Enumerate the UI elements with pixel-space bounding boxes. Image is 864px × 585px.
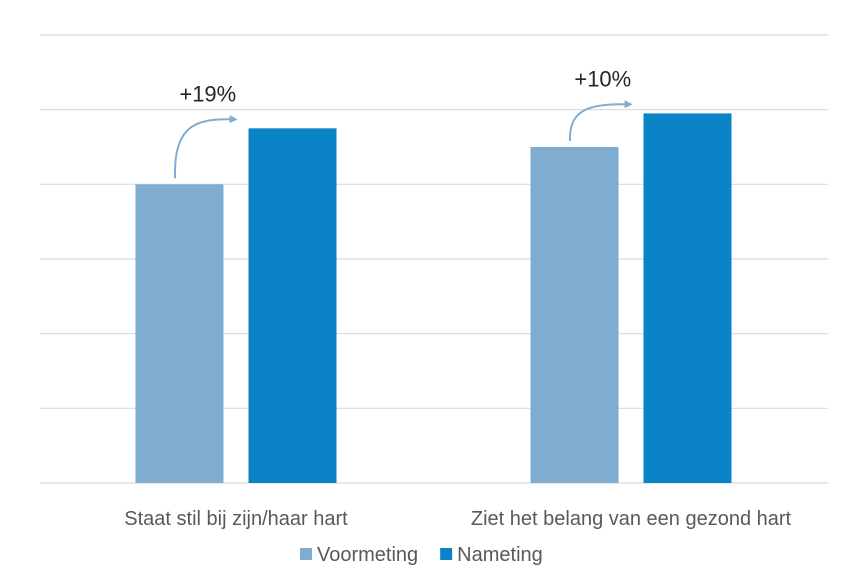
legend: Voormeting Nameting — [300, 544, 543, 566]
legend-label-voormeting: Voormeting — [317, 544, 418, 566]
growth-label-0: +19% — [179, 81, 236, 106]
growth-arrow-1 — [569, 100, 633, 142]
bar-voormeting-1 — [530, 147, 619, 483]
legend-swatch-nameting — [440, 548, 453, 560]
growth-arrow-0 — [174, 115, 238, 179]
legend-swatch-voormeting — [300, 548, 312, 560]
bar-nameting-1 — [643, 113, 732, 484]
category-label-1: Ziet het belang van een gezond hart — [471, 508, 792, 530]
growth-label-1: +10% — [574, 66, 631, 91]
category-label-0: Staat stil bij zijn/haar hart — [124, 508, 348, 530]
bar-nameting-0 — [248, 128, 337, 484]
bar-voormeting-0 — [135, 184, 224, 484]
legend-label-nameting: Nameting — [457, 544, 543, 566]
